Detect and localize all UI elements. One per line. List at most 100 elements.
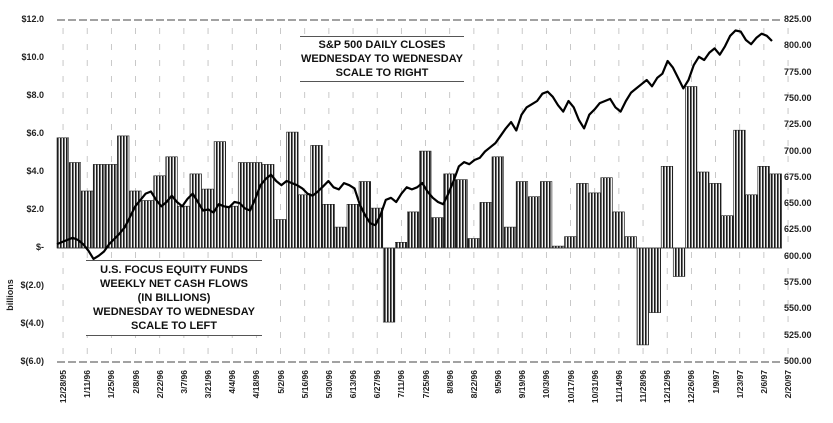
sp500-line [56, 29, 773, 260]
cash-flow-bar [298, 194, 311, 249]
cash-flow-bar [455, 179, 468, 249]
cash-flow-bar [141, 200, 154, 249]
cash-flow-bars [56, 86, 782, 346]
x-axis-tick: 12/28/95 [58, 370, 69, 404]
cash-flow-bar [576, 183, 589, 249]
left-axis-tick: $(4.0) [20, 318, 44, 328]
cash-flow-bar [419, 150, 432, 249]
right-axis-tick: 650.00 [784, 198, 812, 209]
cash-flow-bar [286, 131, 299, 249]
cash-flow-bar [213, 141, 226, 249]
cash-flow-bar [503, 226, 516, 249]
x-axis-tick: 9/5/96 [493, 370, 504, 394]
x-axis-tick: 1/23/97 [734, 370, 745, 399]
cash-flow-bar [660, 166, 674, 249]
cash-flow-bar [527, 196, 541, 249]
cash-flow-bar [467, 238, 480, 249]
x-axis-tick: 7/25/96 [420, 370, 431, 399]
sp500-annotation: S&P 500 DAILY CLOSES WEDNESDAY TO WEDNES… [300, 36, 464, 82]
cash-flow-bar [479, 202, 492, 249]
cash-flow-bar [648, 247, 661, 313]
cash-flow-bar [721, 215, 734, 249]
fund-flows-annotation-line: (IN BILLIONS) [137, 292, 211, 304]
right-axis-tick: 500.00 [784, 356, 812, 366]
cash-flow-bar [105, 164, 118, 249]
x-axis-tick: 12/12/96 [662, 370, 673, 404]
cash-flow-bar [92, 164, 106, 249]
fund-flows-annotation: U.S. FOCUS EQUITY FUNDS WEEKLY NET CASH … [86, 260, 262, 336]
sp500-annotation-line: SCALE TO RIGHT [335, 67, 429, 79]
x-axis-tick: 2/22/96 [154, 370, 165, 399]
cash-flow-bar [757, 166, 770, 249]
x-axis-tick: 5/16/96 [299, 370, 310, 399]
cash-flow-bar [189, 173, 202, 249]
right-axis-tick: 800.00 [784, 40, 812, 51]
fund-flows-annotation-line: U.S. FOCUS EQUITY FUNDS [100, 264, 248, 276]
cash-flow-bar [540, 181, 553, 249]
cash-flow-bar [153, 175, 166, 249]
x-axis-tick: 8/22/96 [468, 370, 479, 399]
cash-flow-bar [745, 194, 758, 249]
cash-flow-bar [80, 190, 94, 249]
x-axis-tick: 10/31/96 [589, 370, 600, 404]
cash-flow-bar [407, 211, 420, 249]
right-axis-tick: 750.00 [784, 92, 812, 103]
x-axis-tick: 2/20/97 [783, 370, 794, 399]
x-axis-tick: 1/11/96 [82, 370, 93, 398]
cash-flow-bar [322, 204, 335, 249]
left-axis-tick: $12.0 [21, 14, 44, 24]
cash-flow-bar [685, 86, 698, 249]
cash-flow-bar [237, 162, 251, 249]
cash-flow-bar [395, 242, 408, 249]
cash-flow-bar [672, 247, 686, 277]
x-axis-tick: 1/25/96 [106, 370, 117, 399]
cash-flow-bar [382, 247, 396, 323]
left-axis-tick: $- [35, 242, 44, 252]
cash-flow-bar [624, 236, 637, 249]
fund-flows-annotation-line: SCALE TO LEFT [131, 320, 217, 332]
cash-flow-bar [225, 205, 239, 249]
x-axis-tick: 8/8/96 [444, 370, 455, 394]
x-axis-tick: 6/27/96 [372, 370, 383, 399]
fund-flows-annotation-line: WEDNESDAY TO WEDNESDAY [93, 306, 255, 318]
x-axis-tick: 7/11/96 [396, 370, 407, 398]
left-axis-label: billions [4, 279, 15, 311]
x-axis-tick: 12/26/96 [686, 370, 697, 404]
right-axis-tick: 700.00 [784, 145, 812, 156]
sp500-annotation-line: S&P 500 DAILY CLOSES [318, 39, 446, 51]
cash-flow-bar [636, 247, 649, 346]
cash-flow-bar [68, 162, 81, 249]
fund-flows-annotation-line: WEEKLY NET CASH FLOWS [100, 278, 248, 290]
x-axis-tick: 11/28/96 [638, 370, 649, 403]
cash-flow-bar [129, 190, 142, 249]
cash-flow-bar [201, 188, 214, 249]
cash-flow-bar [346, 204, 359, 249]
right-axis-tick: 775.00 [784, 66, 812, 77]
x-axis-tick: 10/17/96 [565, 370, 576, 404]
right-axis-tick: 675.00 [784, 171, 812, 182]
left-axis-tick: $10.0 [21, 52, 44, 62]
cash-flow-bar [274, 219, 287, 249]
left-axis-tick: $6.0 [26, 128, 44, 138]
cash-flow-bar [334, 226, 347, 249]
x-axis-tick: 4/18/96 [251, 370, 262, 399]
cash-flow-bar [443, 173, 456, 249]
x-axis-tick: 2/6/97 [758, 370, 769, 394]
x-axis-tick: 5/2/96 [275, 370, 286, 394]
right-axis-tick: 600.00 [784, 250, 812, 261]
right-axis-tick: 550.00 [784, 303, 812, 314]
x-axis-tick: 4/4/96 [227, 370, 238, 394]
cash-flow-bar [769, 173, 782, 249]
x-axis-tick: 11/14/96 [613, 370, 624, 403]
sp500-annotation-line: WEDNESDAY TO WEDNESDAY [301, 53, 463, 65]
x-axis-tick: 5/30/96 [323, 370, 334, 399]
cash-flow-bar [564, 236, 577, 249]
cash-flow-bar [117, 135, 130, 249]
right-axis-tick: 725.00 [784, 119, 812, 130]
cash-flow-bar [56, 137, 69, 249]
cash-flow-bar [177, 205, 190, 249]
left-axis-tick: $(2.0) [20, 280, 44, 290]
cash-flow-bar [612, 211, 625, 249]
cash-flow-bar [515, 181, 529, 249]
